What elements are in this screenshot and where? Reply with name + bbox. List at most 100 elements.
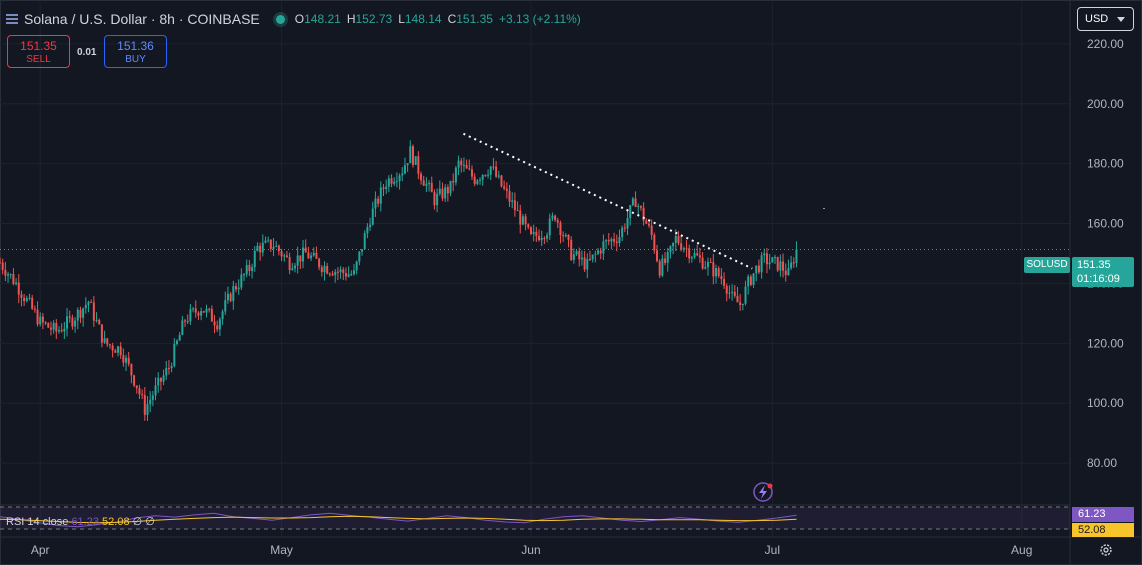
candle-body (623, 227, 626, 229)
candle-body (256, 245, 259, 251)
candle-body (779, 261, 782, 271)
candle-body (690, 257, 693, 259)
candle-body (739, 302, 742, 306)
candle-body (567, 234, 570, 240)
trend-line (462, 132, 753, 270)
candle-body (436, 193, 439, 206)
candle-body (15, 282, 18, 284)
candle-body (446, 187, 449, 194)
candle-body (763, 253, 766, 256)
candle-body (302, 247, 305, 262)
candle-body (527, 224, 530, 228)
rsi-band (0, 507, 1070, 529)
candle-body (92, 302, 95, 321)
candle-body (47, 323, 50, 328)
open-label: O (294, 12, 305, 26)
y-tick-label: 200.00 (1087, 97, 1124, 111)
candle-body (385, 186, 388, 189)
currency-select[interactable]: USD (1077, 7, 1134, 31)
candle-body (395, 181, 398, 183)
candle-body (157, 377, 160, 386)
y-tick-label: 120.00 (1087, 336, 1124, 350)
last-price: 151.35 (1077, 259, 1111, 271)
candle-body (68, 316, 71, 318)
y-tick-label: 80.00 (1087, 456, 1117, 470)
candle-body (328, 273, 331, 275)
candle-body (653, 234, 656, 251)
chart-header: Solana / U.S. Dollar · 8h · COINBASE O 14… (6, 9, 581, 29)
candle-body (178, 334, 181, 341)
candle-body (647, 223, 650, 226)
candle-body (288, 257, 291, 270)
buy-button[interactable]: 151.36 BUY (104, 35, 167, 68)
candle-body (116, 346, 119, 353)
candle-body (540, 238, 543, 241)
rsi-value: 61.23 (71, 516, 99, 528)
candle-body (495, 166, 498, 177)
candle-body (202, 311, 205, 313)
candle-body (599, 250, 602, 254)
candle-body (39, 316, 42, 325)
candle-body (511, 200, 514, 202)
candle-body (744, 286, 747, 304)
candle-body (709, 261, 712, 263)
candle-body (170, 366, 173, 369)
symbol-title[interactable]: Solana / U.S. Dollar · 8h · COINBASE (24, 11, 260, 27)
candle-body (31, 297, 34, 309)
candle-body (226, 293, 229, 301)
candle-body (119, 346, 122, 356)
candle-body (232, 286, 235, 302)
candle-body (251, 267, 254, 271)
candle-body (379, 187, 382, 204)
candle-body (218, 319, 221, 330)
candle-body (79, 309, 82, 318)
candle-body (82, 308, 85, 318)
sell-label: SELL (26, 54, 51, 65)
candle-body (398, 175, 401, 182)
candle-body (106, 338, 109, 345)
candle-body (189, 309, 192, 322)
candle-body (731, 291, 734, 293)
candle-body (210, 308, 213, 322)
candle-body (36, 309, 39, 325)
x-tick-label: Apr (31, 543, 50, 557)
candle-body (723, 279, 726, 286)
sell-button[interactable]: 151.35 SELL (7, 35, 70, 68)
low-value: 148.14 (404, 12, 442, 26)
candle-body (559, 222, 562, 235)
gear-icon[interactable] (1099, 543, 1113, 557)
candle-body (497, 175, 500, 177)
candle-body (688, 248, 691, 259)
candle-body (543, 238, 546, 240)
candle-body (318, 258, 321, 268)
candle-body (747, 276, 750, 287)
candle-body (449, 180, 452, 194)
buy-price: 151.36 (117, 39, 154, 53)
candle-body (352, 270, 355, 275)
candle-body (66, 316, 69, 329)
candle-body (674, 235, 677, 243)
candle-body (570, 239, 573, 260)
candle-body (243, 274, 246, 276)
candle-body (216, 325, 219, 330)
candle-body (149, 399, 152, 405)
high-value: 152.73 (355, 12, 393, 26)
candle-body (7, 274, 10, 276)
menu-icon[interactable] (6, 14, 18, 24)
rsi-legend[interactable]: RSI 14 close 61.23 52.08 ∅ ∅ (6, 515, 155, 528)
candle-body (610, 239, 613, 242)
candle-body (516, 210, 519, 212)
candle-body (787, 268, 790, 276)
candle-body (173, 343, 176, 367)
candle-body (792, 262, 795, 264)
candle-body (728, 292, 731, 294)
candle-body (41, 316, 44, 323)
candle-body (556, 220, 559, 223)
candle-body (532, 231, 535, 235)
candle-body (752, 273, 755, 285)
candle-body (564, 234, 567, 237)
candle-body (720, 276, 723, 280)
candle-body (159, 377, 162, 382)
candle-body (562, 234, 565, 237)
